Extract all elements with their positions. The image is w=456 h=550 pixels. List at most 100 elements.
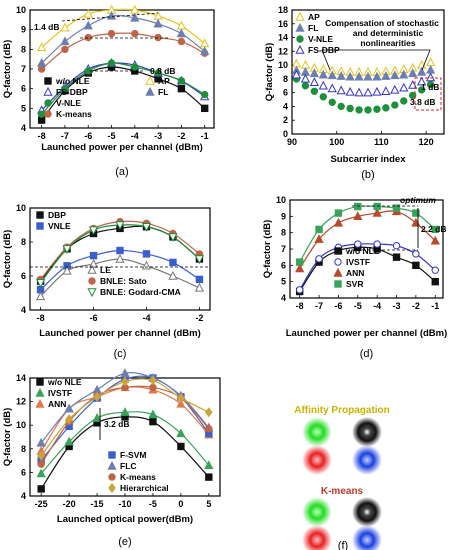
data-point-c-2 <box>141 260 152 270</box>
data-point-b-1 <box>327 70 337 80</box>
x-tick-label-a: -2 <box>177 131 185 141</box>
legend-label-c-3: BNLE: Sato <box>100 276 147 286</box>
legend-label-b-2: V-NLE <box>308 34 333 44</box>
y-axis-title-a: Q-factor (dB) <box>2 40 13 99</box>
legend-marker-a-5 <box>145 86 155 96</box>
y-tick-label-c: 6 <box>21 271 26 281</box>
x-tick-label-a: -1 <box>201 131 209 141</box>
panel-label-c: (c) <box>114 348 127 360</box>
data-point-b-3 <box>327 83 337 93</box>
y-tick-label-c: 4 <box>21 305 26 315</box>
data-point-c-1 <box>89 251 98 260</box>
data-point-b-1 <box>354 71 364 81</box>
x-tick-label-a: -4 <box>131 131 139 141</box>
data-point-e-6 <box>37 450 46 461</box>
data-point-e-6 <box>121 376 129 387</box>
y-tick-label-b: 16 <box>278 19 288 29</box>
annotation-box-b <box>414 77 442 111</box>
data-point-a-2 <box>37 110 46 118</box>
data-point-a-2 <box>200 90 209 99</box>
legend-label-e-2: ANN <box>48 399 66 409</box>
x-axis-title-d: Launched power per channel (dBm) <box>286 328 448 339</box>
y-tick-label-b: 4 <box>283 101 288 111</box>
legend-marker-e-4 <box>107 460 117 470</box>
data-point-b-1 <box>425 64 436 74</box>
data-point-e-0 <box>205 473 213 481</box>
data-point-a-5 <box>200 46 210 55</box>
y-tick-label-a: 8 <box>21 44 26 54</box>
data-point-b-1 <box>381 71 391 80</box>
data-point-c-4 <box>35 279 46 288</box>
plot-frame-b <box>291 9 445 135</box>
data-point-b-3 <box>381 86 391 95</box>
annotation-dashed-a1 <box>61 12 159 22</box>
y-tick-label-c: 8 <box>21 237 26 247</box>
data-point-e-4 <box>120 368 130 377</box>
data-point-a-5 <box>37 58 47 67</box>
data-point-c-2 <box>62 265 72 275</box>
x-tick-label-e: 0 <box>178 499 183 509</box>
chart-panel-d: -8 -7 -6 -5 -4 -3 -2 -1 4 5 6 7 8 9 10 Launched power p… <box>262 195 447 360</box>
legend-marker-e-0 <box>36 378 44 386</box>
y-tick-label-b: 18 <box>278 5 288 15</box>
data-point-b-3 <box>417 76 427 86</box>
y-tick-label-b: 12 <box>278 46 288 56</box>
data-point-d-1 <box>315 255 323 263</box>
data-point-e-1 <box>36 468 46 478</box>
legend-marker-e-5 <box>108 473 116 481</box>
legend-marker-c-4 <box>87 288 97 298</box>
x-tick-label-c: -6 <box>90 313 98 323</box>
y-axis-title-c: Q-factor (dB) <box>2 230 13 289</box>
legend-marker-e-2 <box>35 398 45 408</box>
legend-marker-b-2 <box>296 35 304 43</box>
km-cluster-red <box>302 525 332 550</box>
legend-label-b-0: AP <box>308 12 320 22</box>
x-tick-label-c: -2 <box>195 313 203 323</box>
legend-label-a-0: w/o NLE <box>55 76 90 86</box>
data-point-b-2 <box>301 82 310 90</box>
legend-label-e-4: FLC <box>120 461 137 471</box>
data-point-b-2 <box>382 104 390 112</box>
data-point-a-4 <box>37 42 47 52</box>
data-point-d-2 <box>411 217 421 227</box>
x-tick-label-d: -2 <box>412 301 420 311</box>
data-point-b-2 <box>337 102 345 111</box>
data-point-c-4 <box>194 255 205 265</box>
data-point-b-3 <box>345 86 355 96</box>
data-point-d-3 <box>315 225 323 234</box>
x-tick-label-e: 5 <box>206 499 211 509</box>
constellation-panel-f: Affinity Propagation K-means (f) <box>294 405 390 550</box>
data-point-e-5 <box>205 425 213 433</box>
data-point-c-4 <box>62 245 72 254</box>
legend-marker-a-4 <box>145 75 155 85</box>
x-tick-label-b: 100 <box>329 137 344 147</box>
data-point-a-2 <box>131 63 139 71</box>
annotation-d-1: optimum <box>400 195 436 205</box>
plot-frame-c <box>29 207 211 311</box>
data-point-b-3 <box>318 80 328 90</box>
chart-panel-e: -25 -20 -15 -10 -5 0 5 4 6 8 10 12 14 Launched optica… <box>2 368 221 548</box>
ap-cluster-green <box>302 417 332 447</box>
y-tick-label-b: 6 <box>283 88 288 98</box>
data-point-e-1 <box>204 460 214 470</box>
data-point-e-1 <box>120 407 130 416</box>
data-point-b-2 <box>319 93 327 101</box>
legend-label-b-1: FL <box>308 23 318 33</box>
data-point-d-1 <box>412 250 420 258</box>
legend-label-d-2: ANN <box>346 268 364 278</box>
data-point-a-5 <box>153 18 163 28</box>
data-point-c-2 <box>88 259 99 268</box>
data-point-a-2 <box>107 59 116 67</box>
data-point-a-4 <box>83 8 93 18</box>
y-tick-label-d: 5 <box>281 277 286 287</box>
data-point-d-1 <box>431 266 439 274</box>
km-cluster-blue <box>352 525 382 550</box>
data-point-e-1 <box>64 436 74 446</box>
legend-marker-b-1 <box>295 22 305 32</box>
data-point-b-1 <box>336 71 346 80</box>
data-point-e-2 <box>176 398 186 408</box>
legend-marker-a-1 <box>43 86 53 96</box>
x-tick-label-d: -5 <box>354 301 362 311</box>
legend-marker-c-2 <box>87 264 97 274</box>
legend-label-e-6: Hierarchical <box>120 483 169 493</box>
